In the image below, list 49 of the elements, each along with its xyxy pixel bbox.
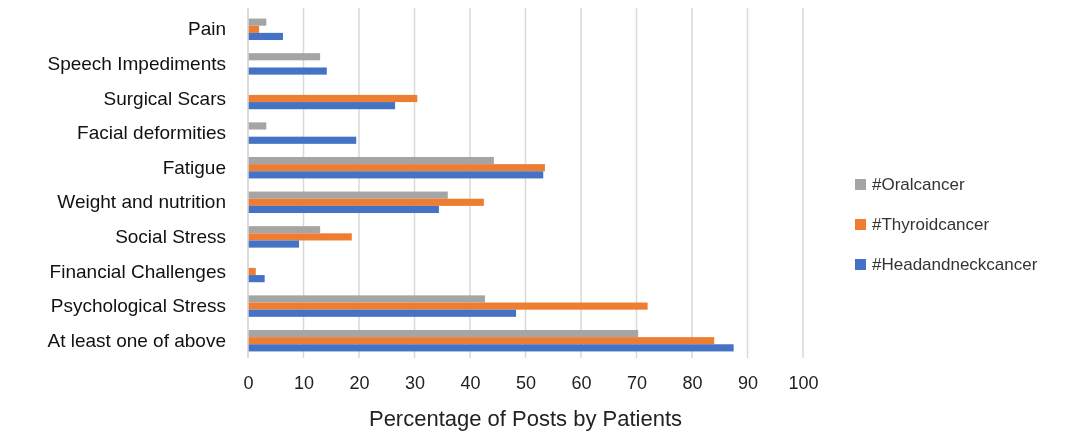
y-tick-label: Psychological Stress [50, 295, 226, 317]
x-tick-label: 20 [349, 372, 370, 393]
bar [248, 156, 494, 165]
x-tick-label: 90 [737, 372, 759, 393]
y-tick-label: Pain [187, 18, 226, 40]
y-tick-label: Facial deformities [77, 122, 226, 144]
y-tick-label: Financial Challenges [49, 260, 226, 282]
bar [248, 275, 265, 283]
bar [248, 136, 357, 144]
x-tick-label: 70 [626, 372, 648, 393]
y-tick-label: At least one of above [47, 329, 226, 351]
legend-label: #Oralcancer [872, 175, 965, 194]
bar [248, 240, 300, 248]
bar [248, 94, 418, 103]
x-tick-label: 0 [243, 372, 254, 393]
x-tick-label: 40 [460, 372, 481, 393]
legend-label: #Thyroidcancer [872, 215, 990, 234]
bar [248, 191, 448, 199]
bar [248, 18, 267, 26]
x-tick-label: 60 [571, 372, 592, 393]
x-tick-label: 10 [293, 372, 315, 393]
bar [248, 102, 396, 110]
y-tick-label: Social Stress [115, 225, 226, 247]
x-tick-label: 30 [404, 372, 426, 393]
bar [248, 171, 544, 179]
bar [248, 309, 517, 317]
bar [248, 226, 321, 234]
y-tick-label: Speech Impediments [47, 52, 226, 74]
x-axis-title: Percentage of Posts by Patients [368, 406, 683, 431]
bar [248, 337, 715, 345]
bar [248, 164, 545, 172]
bar [248, 122, 267, 130]
bar [248, 302, 648, 310]
y-tick-label: Fatigue [162, 156, 226, 178]
y-tick-label: Surgical Scars [103, 87, 226, 109]
bar [248, 344, 734, 352]
bar [248, 53, 321, 61]
bar [248, 67, 327, 75]
x-tick-label: 80 [682, 372, 703, 393]
bar [248, 205, 439, 214]
legend-label: #Headandneckcancer [872, 255, 1038, 274]
y-tick-label: Weight and nutrition [57, 191, 226, 213]
bar [248, 295, 485, 303]
bar [248, 32, 283, 41]
bar [248, 233, 352, 241]
x-tick-label: 100 [788, 372, 819, 393]
bar [248, 329, 639, 338]
bar [248, 198, 484, 206]
x-tick-label: 50 [515, 372, 537, 393]
